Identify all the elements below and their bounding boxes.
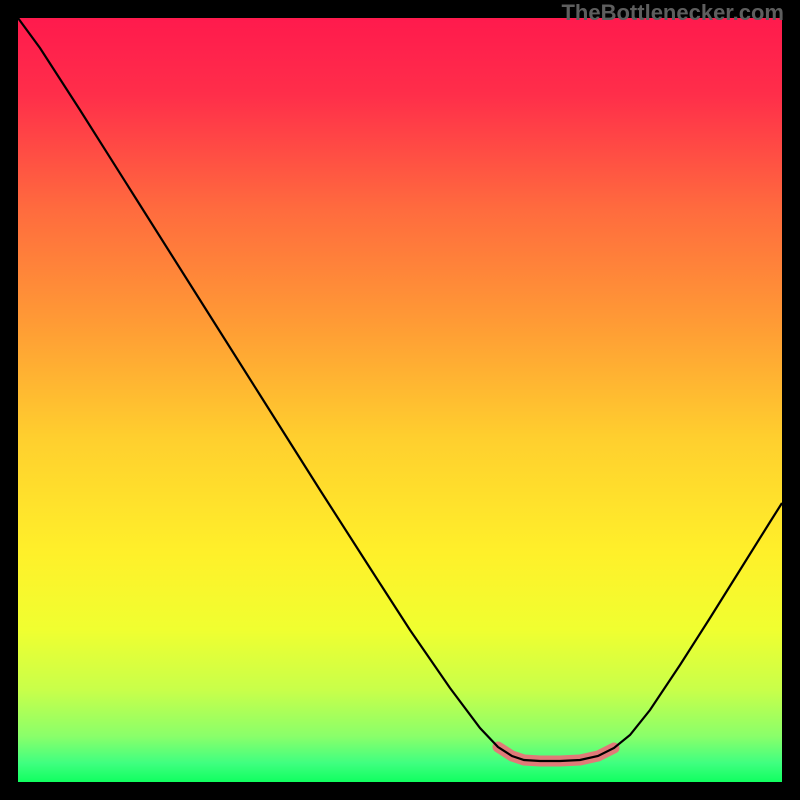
curve-layer: [0, 0, 800, 800]
watermark-text: TheBottlenecker.com: [561, 0, 784, 26]
chart-container: TheBottlenecker.com: [0, 0, 800, 800]
accent-segment: [498, 747, 614, 761]
main-curve: [18, 18, 782, 761]
